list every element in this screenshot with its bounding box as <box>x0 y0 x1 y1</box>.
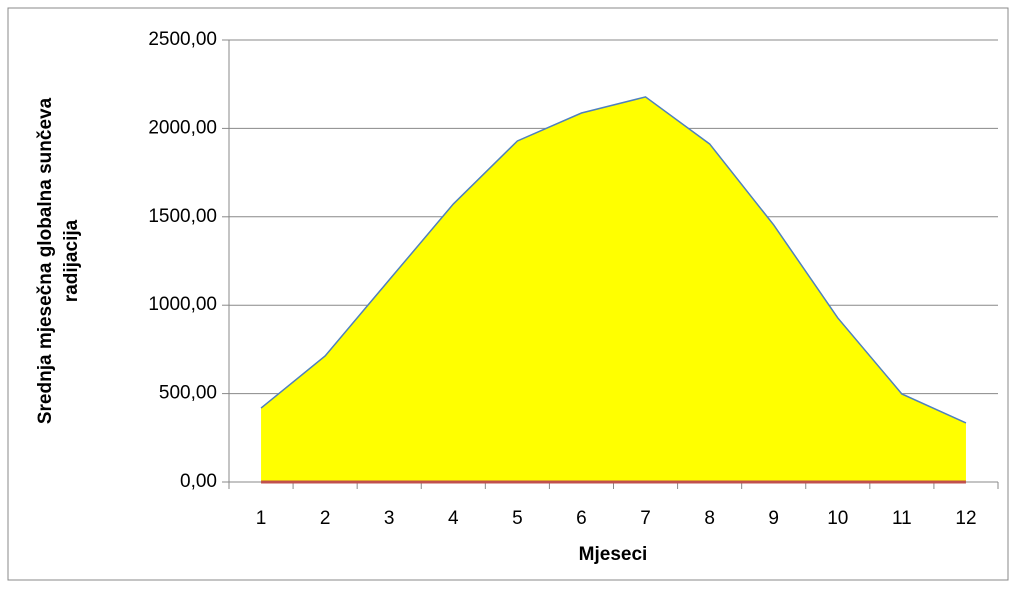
x-axis-label: Mjeseci <box>579 544 648 565</box>
x-tick-label: 9 <box>768 508 779 529</box>
x-tick-label: 11 <box>892 508 912 529</box>
area-fill <box>261 96 966 483</box>
y-tick-label: 1000,00 <box>148 294 217 315</box>
x-tick-label: 12 <box>955 508 976 529</box>
y-tick-label: 500,00 <box>159 383 217 404</box>
x-tick-label: 10 <box>827 508 848 529</box>
y-tick-label: 2000,00 <box>148 117 217 138</box>
x-tick-label: 3 <box>384 508 395 529</box>
y-tick-label: 1500,00 <box>148 206 217 227</box>
y-tick-label: 0,00 <box>180 471 217 492</box>
x-tick-label: 7 <box>640 508 651 529</box>
x-tick-label: 8 <box>704 508 715 529</box>
y-axis-label-line: Srednja mjesečna globalna sunčeva <box>35 97 56 424</box>
y-axis-label: Srednja mjesečna globalna sunčeva radija… <box>35 97 82 424</box>
x-tick-label: 1 <box>256 508 267 529</box>
x-tick-label: 2 <box>320 508 331 529</box>
x-tick-label: 5 <box>512 508 523 529</box>
area-line <box>260 96 967 424</box>
x-tick-label: 6 <box>576 508 587 529</box>
y-axis-label-line: radijacija <box>61 219 82 302</box>
y-tick-label: 2500,00 <box>148 29 217 50</box>
x-tick-label: 4 <box>448 508 459 529</box>
